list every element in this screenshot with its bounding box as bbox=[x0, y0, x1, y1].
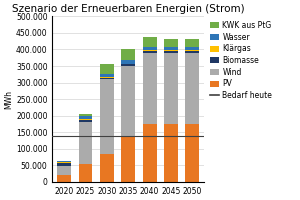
Bar bbox=[142, 51, 157, 53]
Bar bbox=[57, 161, 71, 162]
Bar bbox=[185, 51, 199, 53]
Bar bbox=[164, 47, 178, 50]
Bar bbox=[164, 50, 178, 51]
Bar bbox=[79, 122, 92, 164]
Bar bbox=[121, 137, 135, 182]
Bar bbox=[185, 50, 199, 51]
Bar bbox=[79, 164, 92, 182]
Bar bbox=[57, 162, 71, 163]
Bar bbox=[121, 60, 135, 64]
Bar bbox=[57, 163, 71, 166]
Bar bbox=[121, 49, 135, 60]
Bar bbox=[121, 64, 135, 66]
Bar bbox=[57, 166, 71, 175]
Title: Szenario der Erneuerbaren Energien (Strom): Szenario der Erneuerbaren Energien (Stro… bbox=[12, 4, 244, 14]
Bar bbox=[142, 37, 157, 47]
Bar bbox=[185, 47, 199, 50]
Bar bbox=[185, 39, 199, 47]
Bar bbox=[142, 124, 157, 182]
Bar bbox=[164, 53, 178, 124]
Bar bbox=[100, 79, 114, 154]
Bar bbox=[79, 119, 92, 120]
Bar bbox=[100, 74, 114, 77]
Bar bbox=[121, 66, 135, 137]
Bar bbox=[100, 77, 114, 78]
Y-axis label: MWh: MWh bbox=[4, 90, 13, 109]
Bar bbox=[164, 51, 178, 53]
Bar bbox=[100, 154, 114, 182]
Bar bbox=[57, 175, 71, 182]
Bar bbox=[185, 53, 199, 124]
Bar bbox=[100, 64, 114, 74]
Bar bbox=[142, 53, 157, 124]
Bar bbox=[79, 116, 92, 119]
Bar bbox=[185, 124, 199, 182]
Bar bbox=[142, 47, 157, 50]
Bar bbox=[79, 120, 92, 122]
Bar bbox=[164, 124, 178, 182]
Bar bbox=[100, 78, 114, 79]
Legend: KWK aus PtG, Wasser, Klärgas, Biomasse, Wind, PV, Bedarf heute: KWK aus PtG, Wasser, Klärgas, Biomasse, … bbox=[209, 20, 273, 101]
Bar bbox=[142, 50, 157, 51]
Bar bbox=[79, 114, 92, 116]
Bar bbox=[164, 39, 178, 47]
